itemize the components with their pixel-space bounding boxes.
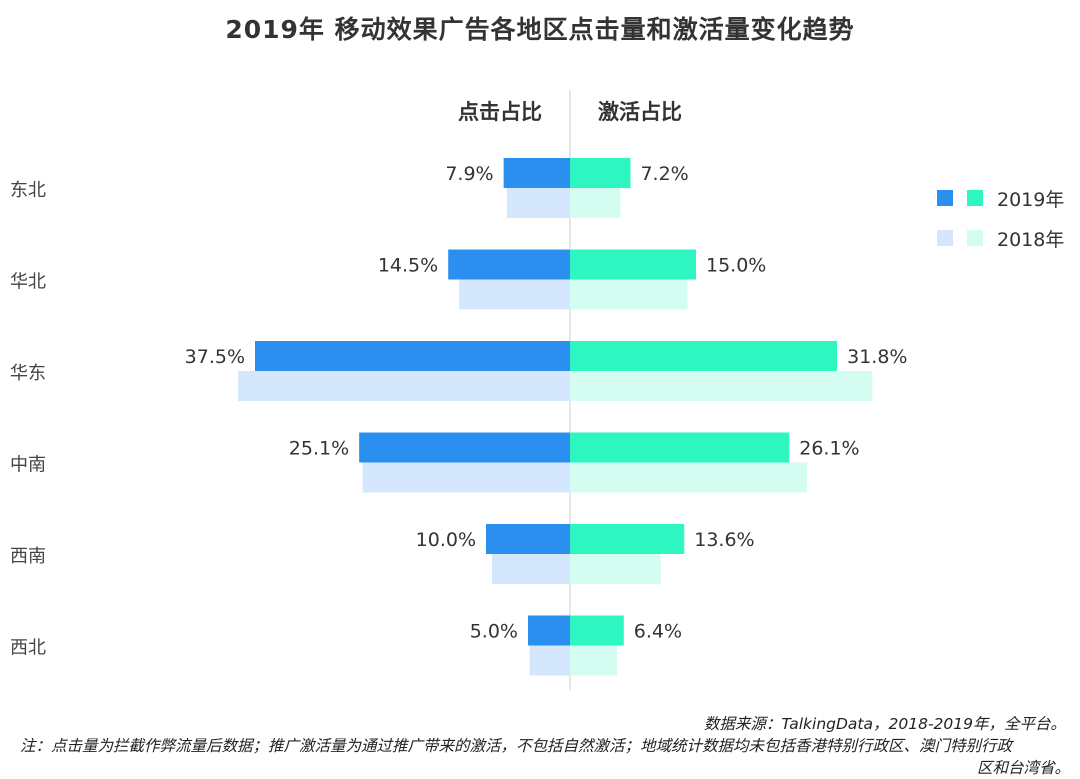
bar-2019-click — [503, 158, 570, 188]
bar-2018-click — [529, 645, 570, 676]
bar-2019-activation — [570, 432, 790, 463]
bar-2018-activation — [570, 462, 807, 493]
legend-label-2019: 2019年 — [997, 189, 1064, 211]
bar-2018-activation — [570, 554, 661, 584]
data-label-activation: 13.6% — [694, 529, 754, 551]
bar-2019-activation — [570, 341, 838, 371]
bar-2018-click — [362, 462, 570, 493]
bar-2019-click — [448, 249, 570, 280]
bar-2018-click — [238, 371, 570, 401]
data-label-activation: 6.4% — [634, 621, 682, 643]
legend-swatch-2019-click — [937, 190, 953, 206]
bar-2019-activation — [570, 249, 696, 280]
left-header: 点击占比 — [458, 100, 542, 124]
category-label: 西南 — [10, 546, 46, 567]
bar-2018-click — [459, 279, 570, 310]
data-label-activation: 31.8% — [847, 346, 907, 368]
legend-swatch-2018-activation — [967, 230, 983, 246]
bar-2018-activation — [570, 188, 621, 218]
category-label: 华东 — [10, 363, 46, 384]
data-label-click: 10.0% — [416, 529, 476, 551]
bar-2019-activation — [570, 158, 631, 188]
data-label-activation: 7.2% — [640, 163, 688, 185]
bar-2019-click — [528, 615, 570, 646]
bar-2019-click — [359, 432, 570, 463]
bar-2018-click — [491, 554, 570, 584]
bar-2018-activation — [570, 279, 688, 310]
bar-2019-click — [486, 524, 570, 554]
data-label-activation: 26.1% — [799, 438, 859, 460]
footnote-line-1: 注：点击量为拦截作弊流量后数据；推广激活量为通过推广带来的激活，不包括自然激活；… — [20, 737, 1013, 755]
footnote-line-2: 区和台湾省。 — [976, 759, 1070, 777]
right-header: 激活占比 — [598, 100, 682, 124]
category-label: 华北 — [10, 272, 46, 293]
bar-2018-activation — [570, 645, 618, 676]
legend-swatch-2019-activation — [967, 190, 983, 206]
footnote: 注：点击量为拦截作弊流量后数据；推广激活量为通过推广带来的激活，不包括自然激活；… — [20, 734, 1070, 778]
data-label-click: 37.5% — [185, 346, 245, 368]
legend-label-2018: 2018年 — [997, 229, 1064, 251]
data-label-click: 14.5% — [378, 255, 438, 277]
data-label-click: 7.9% — [445, 163, 493, 185]
chart-title: 2019年 移动效果广告各地区点击量和激活量变化趋势 — [225, 15, 855, 44]
bar-2019-activation — [570, 615, 624, 646]
category-label: 东北 — [10, 180, 46, 201]
bar-2018-click — [507, 188, 570, 218]
category-label: 西北 — [10, 638, 46, 659]
bar-2019-click — [255, 341, 570, 371]
data-label-activation: 15.0% — [706, 255, 766, 277]
source-note: 数据来源：TalkingData，2018-2019年，全平台。 — [703, 715, 1066, 733]
bar-2018-activation — [570, 371, 873, 401]
legend-swatch-2018-click — [937, 230, 953, 246]
bar-2019-activation — [570, 524, 685, 554]
data-label-click: 5.0% — [470, 621, 518, 643]
data-label-click: 25.1% — [289, 438, 349, 460]
category-label: 中南 — [10, 455, 46, 476]
